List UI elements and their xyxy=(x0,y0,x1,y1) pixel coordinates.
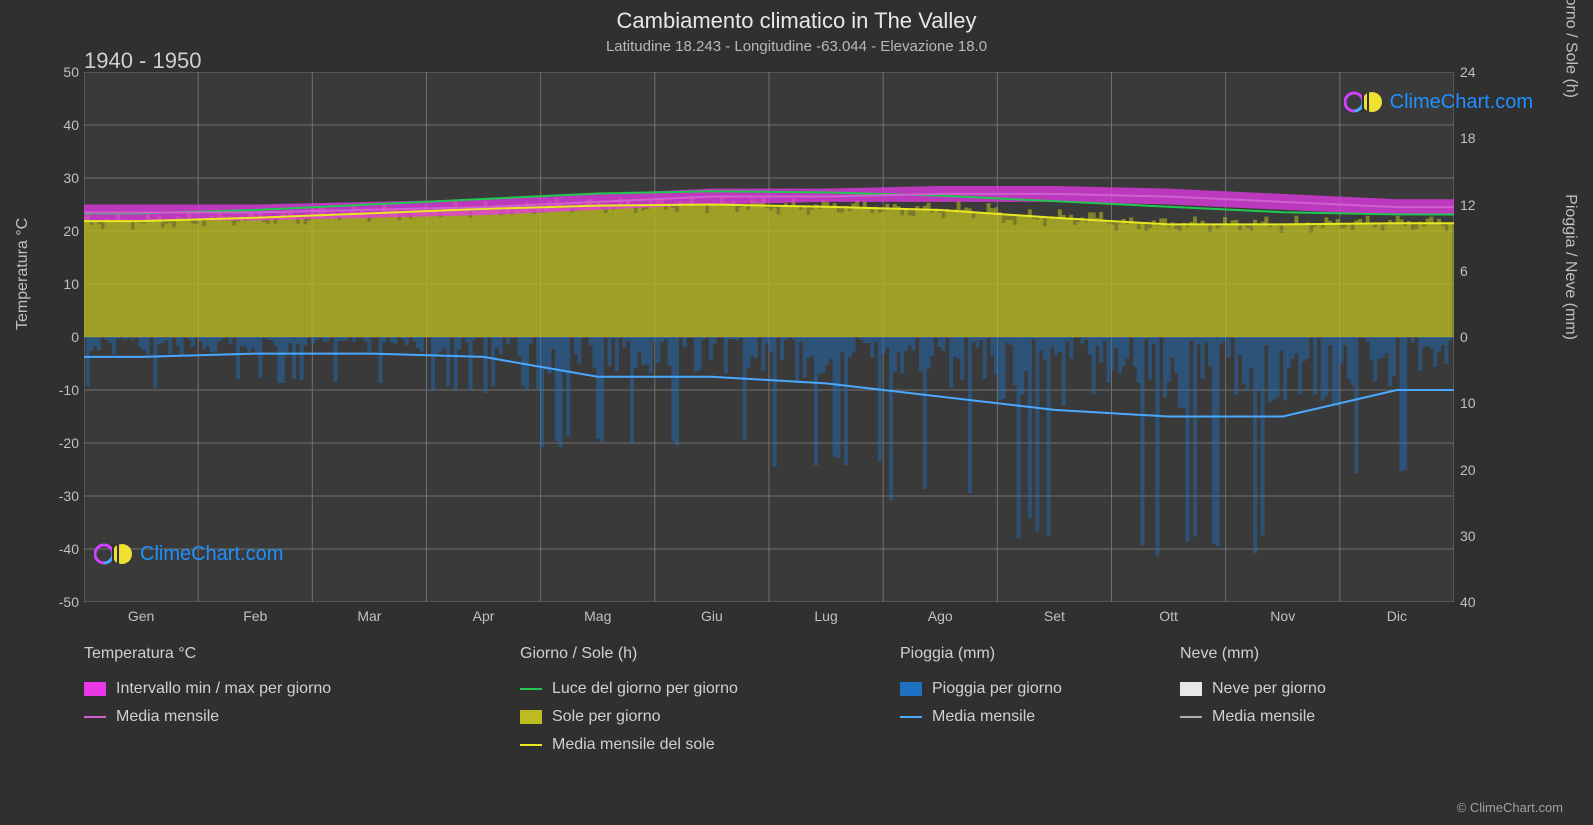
y-right-tick: 24 xyxy=(1460,64,1500,80)
legend-day-sun: Giorno / Sole (h) Luce del giorno per gio… xyxy=(520,645,738,759)
legend-label: Sole per giorno xyxy=(552,708,661,726)
y-right-tick: 40 xyxy=(1460,594,1500,610)
legend-header: Temperatura °C xyxy=(84,645,331,663)
legend-label: Media mensile xyxy=(932,708,1035,726)
legend-swatch xyxy=(1180,716,1202,718)
legend-item: Media mensile xyxy=(84,703,331,731)
legend-item: Media mensile xyxy=(900,703,1062,731)
legend-swatch xyxy=(900,682,922,696)
y-right-tick: 30 xyxy=(1460,528,1500,544)
legend-label: Intervallo min / max per giorno xyxy=(116,680,331,698)
y-left-tick: 10 xyxy=(19,276,79,292)
x-tick: Ago xyxy=(928,608,953,624)
legend-item: Pioggia per giorno xyxy=(900,675,1062,703)
y-left-tick: 50 xyxy=(19,64,79,80)
y-right-tick: 0 xyxy=(1460,329,1500,345)
legend-header: Pioggia (mm) xyxy=(900,645,1062,663)
legend-label: Media mensile xyxy=(1212,708,1315,726)
legend-item: Intervallo min / max per giorno xyxy=(84,675,331,703)
year-range: 1940 - 1950 xyxy=(84,48,201,74)
legend-snow: Neve (mm) Neve per giorno Media mensile xyxy=(1180,645,1326,731)
chart-title: Cambiamento climatico in The Valley xyxy=(0,8,1593,34)
x-tick: Apr xyxy=(473,608,495,624)
legend-label: Luce del giorno per giorno xyxy=(552,680,738,698)
y-right-top-axis-title: Giorno / Sole (h) xyxy=(1561,0,1579,98)
legend-swatch xyxy=(900,716,922,718)
legend-swatch xyxy=(84,682,106,696)
legend-item: Media mensile del sole xyxy=(520,731,738,759)
x-tick: Nov xyxy=(1270,608,1295,624)
brand-logo-bottom: ClimeChart.com xyxy=(94,542,283,566)
plot-area xyxy=(84,72,1454,602)
legend-header: Giorno / Sole (h) xyxy=(520,645,738,663)
legend-swatch xyxy=(84,716,106,718)
x-tick: Dic xyxy=(1387,608,1407,624)
legend-swatch xyxy=(520,688,542,690)
legend-temperature: Temperatura °C Intervallo min / max per g… xyxy=(84,645,331,731)
y-right-tick: 6 xyxy=(1460,263,1500,279)
brand-text: ClimeChart.com xyxy=(140,543,283,566)
chart-container: Cambiamento climatico in The Valley Lati… xyxy=(0,0,1593,825)
legend-swatch xyxy=(520,710,542,724)
legend-item: Sole per giorno xyxy=(520,703,738,731)
brand-logo-icon xyxy=(94,542,134,566)
y-right-tick: 20 xyxy=(1460,462,1500,478)
y-left-tick: -20 xyxy=(19,435,79,451)
brand-logo-icon xyxy=(1344,90,1384,114)
y-right-tick: 18 xyxy=(1460,130,1500,146)
x-tick: Ott xyxy=(1159,608,1178,624)
y-left-tick: 20 xyxy=(19,223,79,239)
y-right-bottom-axis-title: Pioggia / Neve (mm) xyxy=(1561,194,1579,340)
y-right-tick: 12 xyxy=(1460,197,1500,213)
legend-item: Neve per giorno xyxy=(1180,675,1326,703)
legend-swatch xyxy=(520,744,542,746)
legend-label: Pioggia per giorno xyxy=(932,680,1062,698)
legend-label: Media mensile xyxy=(116,708,219,726)
y-left-tick: -40 xyxy=(19,541,79,557)
x-tick: Gen xyxy=(128,608,154,624)
brand-logo-top: ClimeChart.com xyxy=(1344,90,1533,114)
legend-label: Neve per giorno xyxy=(1212,680,1326,698)
y-left-tick: -50 xyxy=(19,594,79,610)
legend-item: Media mensile xyxy=(1180,703,1326,731)
x-tick: Giu xyxy=(701,608,723,624)
legend-item: Luce del giorno per giorno xyxy=(520,675,738,703)
y-left-tick: -30 xyxy=(19,488,79,504)
legend-label: Media mensile del sole xyxy=(552,736,715,754)
y-right-tick: 10 xyxy=(1460,395,1500,411)
chart-subtitle: Latitudine 18.243 - Longitudine -63.044 … xyxy=(0,38,1593,55)
copyright-text: © ClimeChart.com xyxy=(1457,800,1563,815)
legend-header: Neve (mm) xyxy=(1180,645,1326,663)
legend-swatch xyxy=(1180,682,1202,696)
chart-svg xyxy=(84,72,1454,602)
x-tick: Set xyxy=(1044,608,1065,624)
x-tick: Mar xyxy=(357,608,381,624)
x-tick: Feb xyxy=(243,608,267,624)
x-tick: Lug xyxy=(814,608,837,624)
y-left-tick: 0 xyxy=(19,329,79,345)
legend-rain: Pioggia (mm) Pioggia per giorno Media mens… xyxy=(900,645,1062,731)
y-left-tick: 30 xyxy=(19,170,79,186)
brand-text: ClimeChart.com xyxy=(1390,91,1533,114)
y-left-tick: 40 xyxy=(19,117,79,133)
x-tick: Mag xyxy=(584,608,611,624)
y-left-tick: -10 xyxy=(19,382,79,398)
